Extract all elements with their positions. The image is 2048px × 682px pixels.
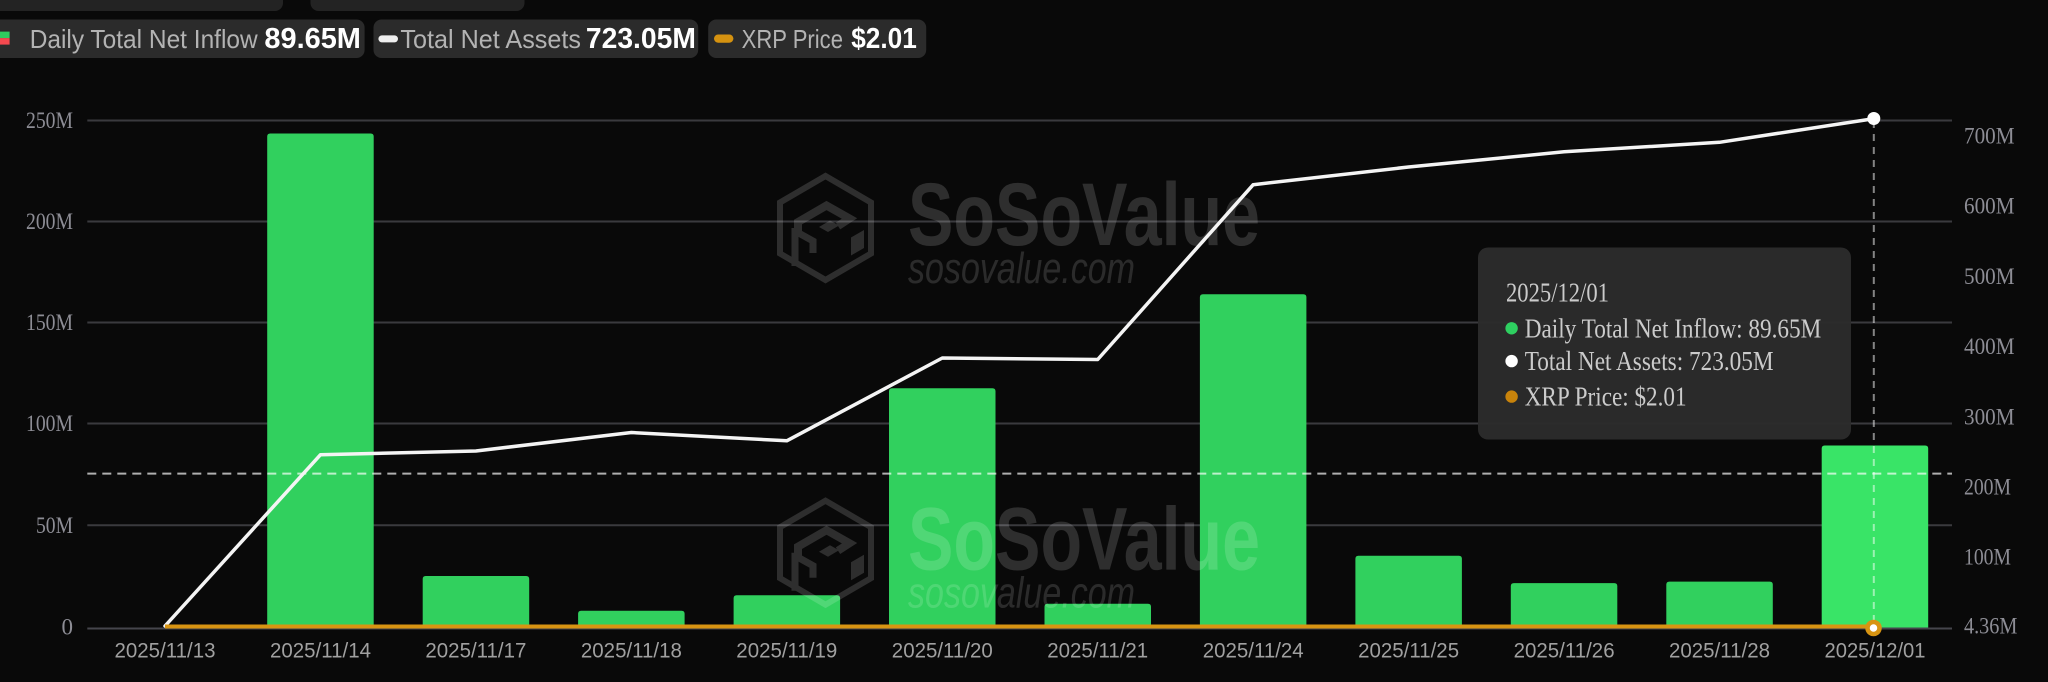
svg-text:50M: 50M (36, 513, 73, 538)
svg-text:200M: 200M (26, 209, 73, 234)
svg-text:$2.01: $2.01 (851, 23, 917, 55)
svg-text:2025/11/25: 2025/11/25 (1358, 639, 1459, 663)
svg-text:150M: 150M (26, 310, 73, 335)
svg-text:sosovalue.com: sosovalue.com (908, 244, 1135, 293)
svg-text:100M: 100M (26, 411, 73, 436)
svg-text:2025/11/19: 2025/11/19 (736, 639, 837, 663)
svg-text:723.05M: 723.05M (586, 23, 696, 55)
svg-text:2025/11/17: 2025/11/17 (425, 639, 526, 663)
svg-text:2025/11/13: 2025/11/13 (115, 639, 216, 663)
svg-text:SoSoValue: SoSoValue (908, 164, 1260, 264)
svg-text:Daily Total Net Inflow: 89.65M: Daily Total Net Inflow: 89.65M (1525, 313, 1822, 343)
svg-text:Total Net Assets: Total Net Assets (400, 24, 581, 54)
svg-text:2025/11/21: 2025/11/21 (1047, 639, 1148, 663)
svg-text:2025/11/26: 2025/11/26 (1514, 639, 1615, 663)
svg-text:Daily Total Net Inflow: Daily Total Net Inflow (30, 24, 258, 54)
svg-text:sosovalue.com: sosovalue.com (908, 569, 1135, 618)
svg-text:XRP Price: XRP Price (742, 24, 843, 54)
svg-text:2025/11/18: 2025/11/18 (581, 639, 682, 663)
svg-text:500M: 500M (1964, 264, 2015, 289)
svg-text:2025/11/24: 2025/11/24 (1203, 639, 1304, 663)
svg-text:700M: 700M (1964, 124, 2015, 149)
svg-text:SoSoValue: SoSoValue (908, 489, 1260, 589)
svg-text:250M: 250M (26, 108, 73, 133)
svg-text:2025/11/20: 2025/11/20 (892, 639, 993, 663)
svg-text:400M: 400M (1964, 334, 2015, 359)
svg-text:2025/11/14: 2025/11/14 (270, 639, 371, 663)
svg-text:XRP Price: $2.01: XRP Price: $2.01 (1525, 382, 1687, 412)
svg-text:300M: 300M (1964, 404, 2015, 429)
svg-text:89.65M: 89.65M (264, 23, 361, 55)
svg-text:2025/12/01: 2025/12/01 (1825, 639, 1926, 663)
svg-text:4.36M: 4.36M (1964, 614, 2017, 639)
svg-text:2025/11/28: 2025/11/28 (1669, 639, 1770, 663)
svg-text:600M: 600M (1964, 194, 2015, 219)
svg-text:100M: 100M (1964, 545, 2011, 570)
svg-text:2025/12/01: 2025/12/01 (1506, 278, 1609, 308)
svg-text:Total Net Assets: 723.05M: Total Net Assets: 723.05M (1525, 346, 1774, 376)
svg-text:200M: 200M (1964, 475, 2011, 500)
svg-text:0: 0 (62, 615, 74, 640)
